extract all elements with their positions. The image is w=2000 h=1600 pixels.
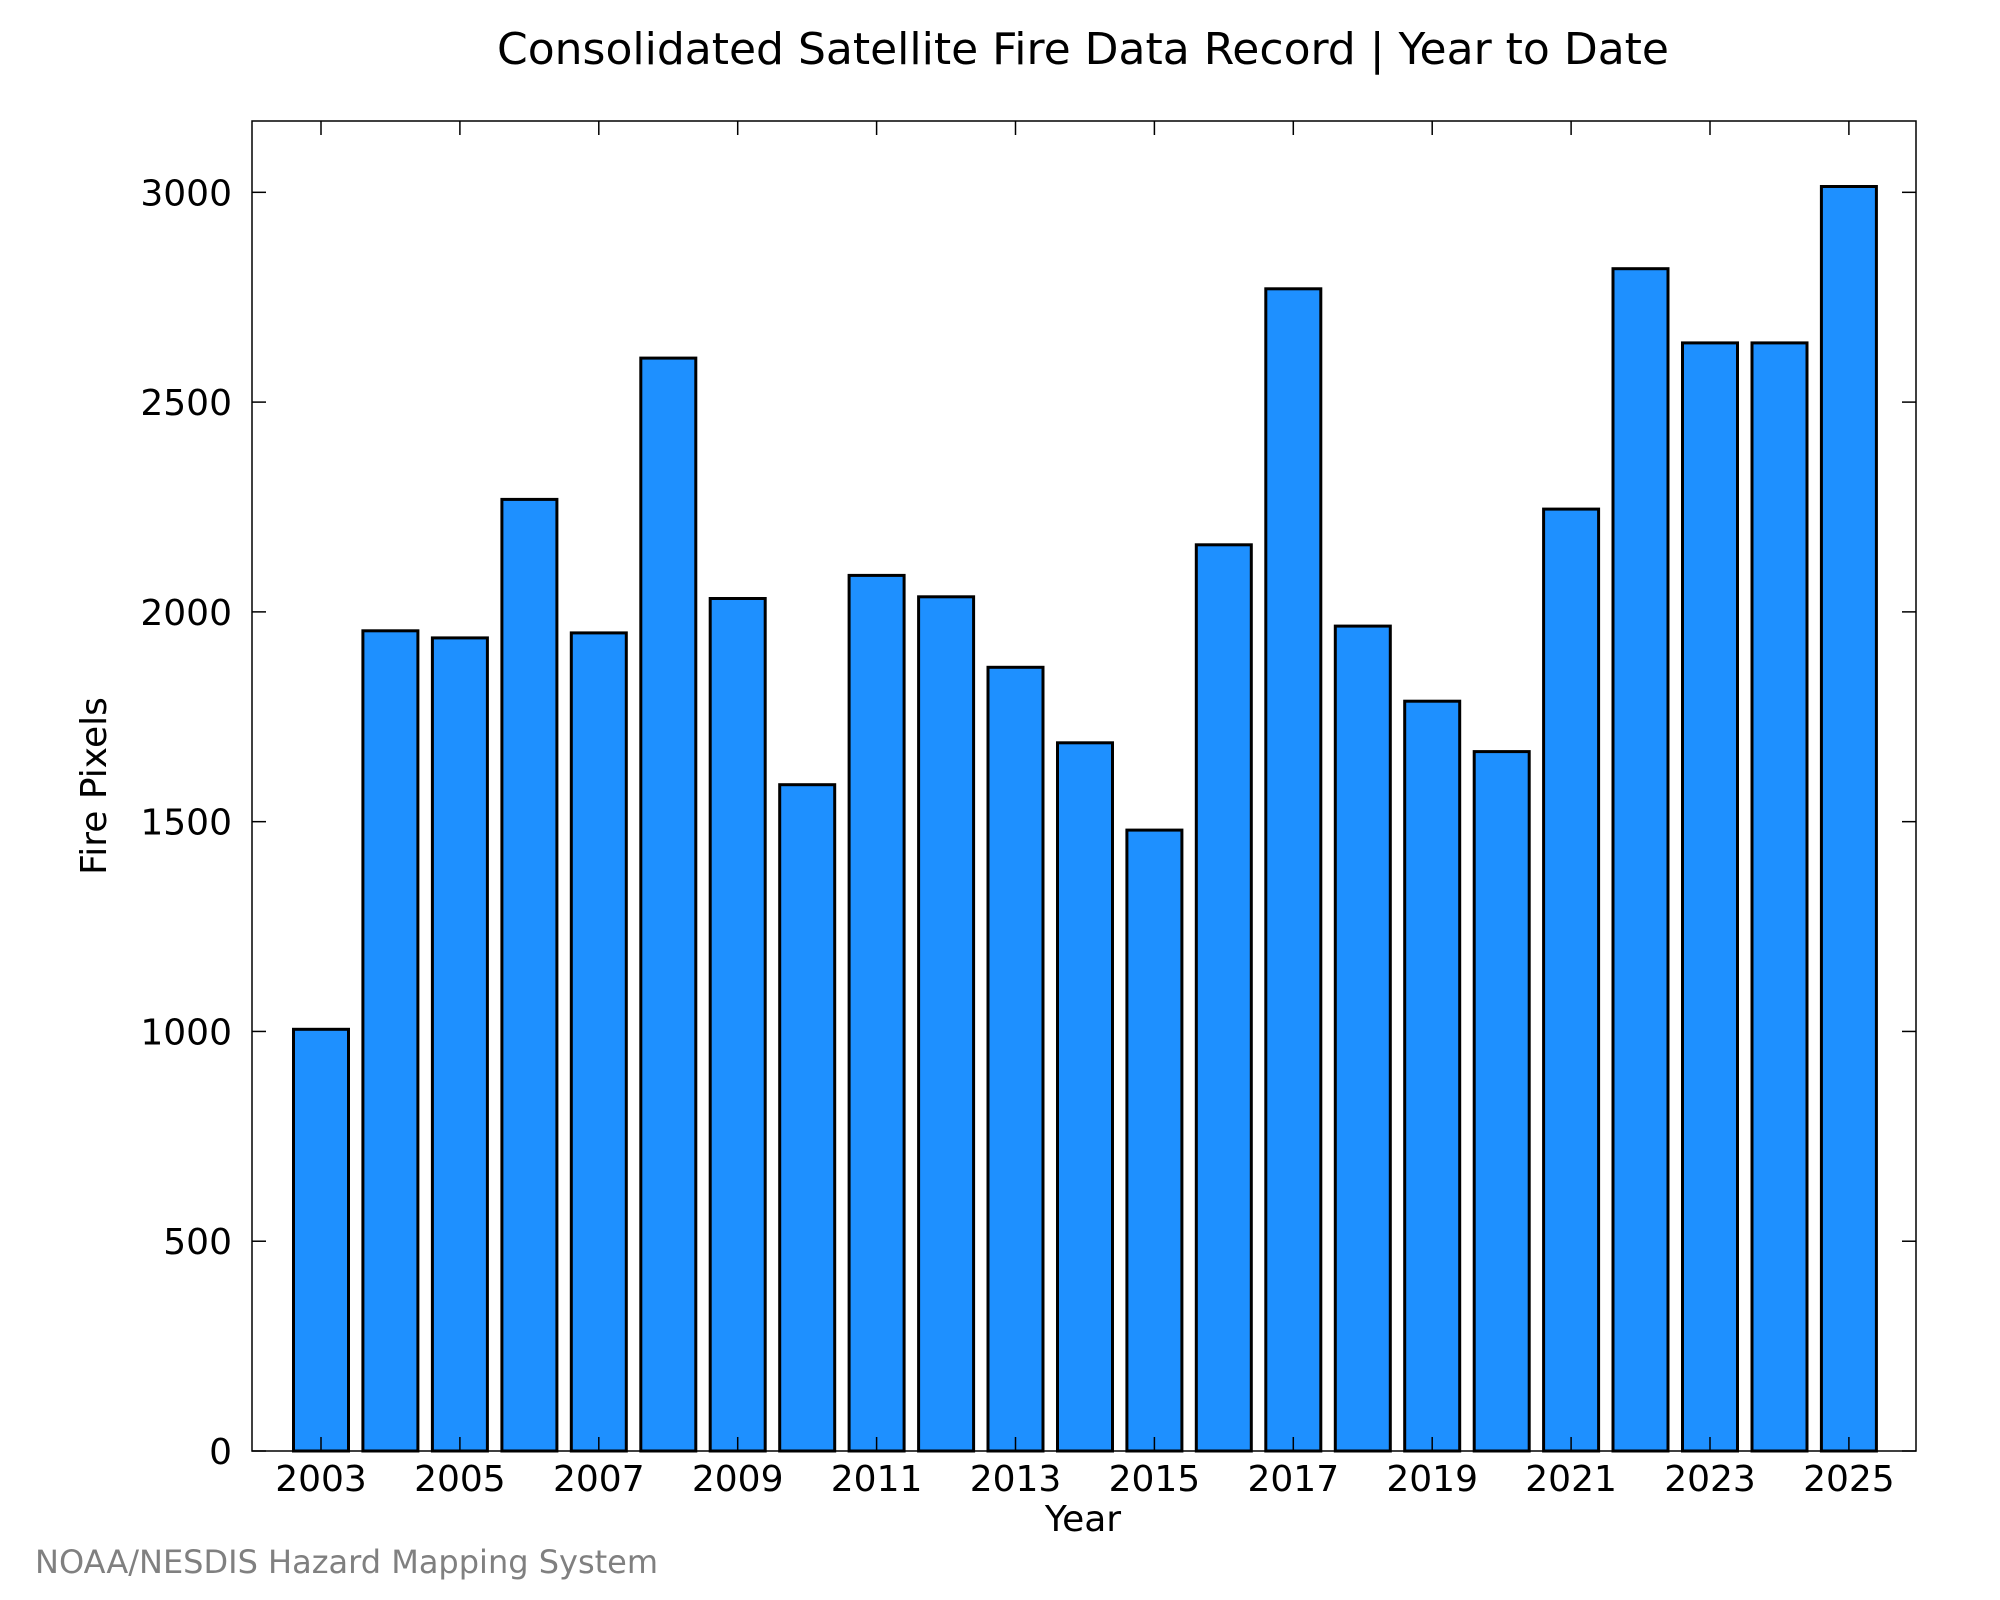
x-tick-label-2007: 2007 <box>553 1459 645 1500</box>
bar-2023 <box>1681 341 1739 1453</box>
bar-2013 <box>986 665 1045 1453</box>
bar-2005 <box>430 636 489 1453</box>
bar-2012 <box>917 595 976 1453</box>
bar-2021 <box>1542 507 1601 1453</box>
bar-2025 <box>1819 185 1878 1453</box>
bar-2018 <box>1333 624 1392 1453</box>
bar-2007 <box>569 631 628 1453</box>
x-tick-label-2023: 2023 <box>1664 1459 1756 1500</box>
bar-2020 <box>1472 750 1531 1453</box>
y-tick-label-0: 0 <box>209 1432 232 1473</box>
y-tick-label-3000: 3000 <box>140 173 232 214</box>
bar-2014 <box>1056 741 1114 1453</box>
x-tick-label-2017: 2017 <box>1247 1459 1339 1500</box>
bar-2017 <box>1264 287 1323 1453</box>
bar-2006 <box>500 497 559 1453</box>
x-tick-label-2003: 2003 <box>275 1459 367 1500</box>
x-tick-label-2005: 2005 <box>414 1459 506 1500</box>
x-tick-label-2009: 2009 <box>692 1459 784 1500</box>
x-axis-title: Year <box>1044 1499 1121 1540</box>
bar-2011 <box>847 573 906 1453</box>
x-axis-tick-labels: 2003 2005 2007 2009 2011 2013 2015 2017 2019 2021… <box>275 1459 1895 1500</box>
bar-2004 <box>361 629 420 1453</box>
y-tick-label-500: 500 <box>163 1222 232 1263</box>
credit-text: NOAA/NESDIS Hazard Mapping System <box>35 1543 658 1581</box>
x-tick-label-2025: 2025 <box>1803 1459 1895 1500</box>
x-tick-label-2021: 2021 <box>1525 1459 1617 1500</box>
bar-2016 <box>1194 543 1253 1453</box>
y-tick-label-1000: 1000 <box>140 1012 232 1053</box>
bar-2010 <box>778 783 837 1453</box>
y-axis-title: Fire Pixels <box>74 697 115 875</box>
x-tick-label-2013: 2013 <box>970 1459 1062 1500</box>
y-axis-tick-labels: 0 500 1000 1500 2000 2500 3000 <box>140 173 232 1473</box>
bar-2019 <box>1403 699 1462 1453</box>
y-tick-label-1500: 1500 <box>140 803 232 844</box>
bar-2015 <box>1125 828 1184 1453</box>
axis-ticks <box>252 121 1916 1452</box>
x-tick-label-2011: 2011 <box>831 1459 923 1500</box>
bar-2008 <box>639 356 698 1453</box>
bars-layer <box>292 185 1878 1453</box>
chart-title: Consolidated Satellite Fire Data Record … <box>497 24 1669 75</box>
x-tick-label-2015: 2015 <box>1109 1459 1201 1500</box>
plot-area-frame <box>251 120 1917 1452</box>
x-tick-label-2019: 2019 <box>1386 1459 1478 1500</box>
bar-2009 <box>708 597 767 1453</box>
bar-2003 <box>292 1027 350 1453</box>
bar-2024 <box>1750 341 1809 1453</box>
y-tick-label-2500: 2500 <box>140 383 232 424</box>
y-tick-label-2000: 2000 <box>140 593 232 634</box>
bar-2022 <box>1611 267 1670 1453</box>
